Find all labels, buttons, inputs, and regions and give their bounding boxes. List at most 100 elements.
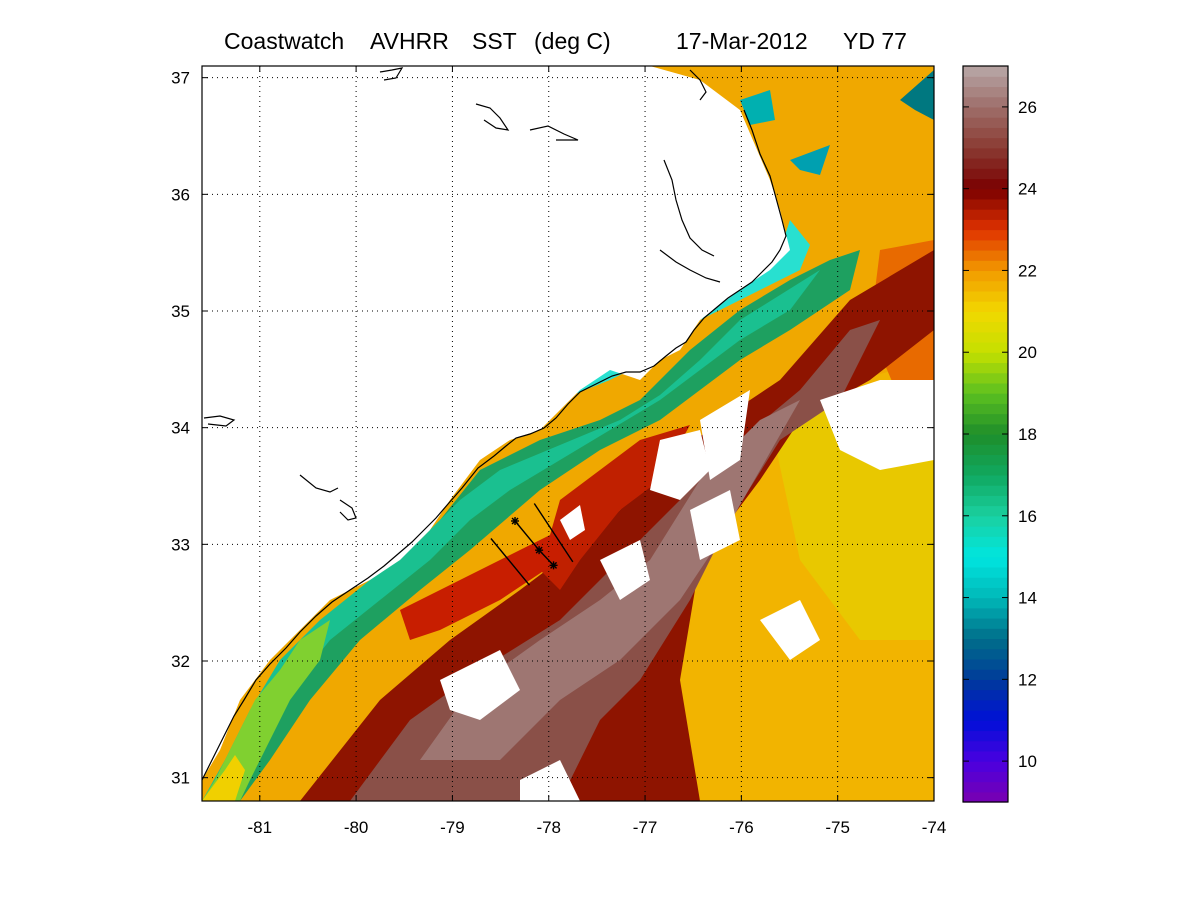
georgia-shelf-green <box>202 620 330 801</box>
title-yearday: YD 77 <box>843 28 907 54</box>
colorbar-swatch <box>963 618 1008 629</box>
colorbar-swatch <box>963 96 1008 108</box>
cruise-line-b <box>533 503 574 563</box>
colorbar-swatch <box>963 628 1008 640</box>
colorbar-swatch <box>963 607 1008 619</box>
gulf-stream-red-edge <box>540 425 690 590</box>
colorbar-swatch <box>963 76 1008 88</box>
sst-field <box>202 66 934 801</box>
colorbar-swatch <box>963 505 1008 517</box>
colorbar-swatches <box>963 66 1008 803</box>
longitude-axis: -81 -80 -79 -78 -77 -76 -75 -74 <box>248 66 947 837</box>
colorbar-swatch <box>963 699 1008 711</box>
colorbar-swatch <box>963 740 1008 752</box>
colorbar-swatch <box>963 362 1008 374</box>
colorbar-tick-label: 26 <box>1018 98 1037 117</box>
colorbar-swatch <box>963 771 1008 783</box>
colorbar-swatch <box>963 86 1008 98</box>
colorbar-swatch <box>963 413 1008 425</box>
colorbar-swatch <box>963 342 1008 353</box>
colorbar-swatch <box>963 587 1008 599</box>
lat-tick-label: 33 <box>171 535 190 554</box>
title-units: (deg C) <box>534 28 611 54</box>
colorbar-swatch <box>963 658 1008 670</box>
colorbar-swatch <box>963 331 1008 343</box>
colorbar-swatch <box>963 382 1008 394</box>
colorbar-swatch <box>963 638 1008 650</box>
colorbar-swatch <box>963 301 1008 312</box>
colorbar-swatch <box>963 750 1008 762</box>
lon-tick-label: -79 <box>440 818 465 837</box>
lat-tick-label: 36 <box>171 185 190 204</box>
station-marker <box>549 561 558 570</box>
colorbar-swatch <box>963 526 1008 537</box>
shelf-water <box>202 250 860 801</box>
cloud-mask <box>440 380 934 801</box>
gulf-stream-warmest <box>420 400 800 760</box>
title-date: 17-Mar-2012 <box>676 28 808 54</box>
southern-yellow <box>202 755 245 801</box>
colorbar-swatch <box>963 781 1008 793</box>
colorbar-swatch <box>963 423 1008 435</box>
station-marker <box>511 517 520 525</box>
colorbar-swatch <box>963 219 1008 231</box>
colorbar-swatch <box>963 515 1008 527</box>
colorbar-swatch <box>963 730 1008 742</box>
lon-tick-label: -74 <box>922 818 947 837</box>
colorbar-tick-label: 20 <box>1018 343 1037 362</box>
lon-tick-label: -78 <box>536 818 561 837</box>
colorbar-swatch <box>963 495 1008 507</box>
colorbar-swatch <box>963 239 1008 251</box>
colorbar-swatch <box>963 321 1008 333</box>
plot-frame <box>201 65 935 802</box>
colorbar-tick-label: 22 <box>1018 261 1037 280</box>
colorbar-tick-label: 14 <box>1018 589 1037 608</box>
colorbar-swatch <box>963 444 1008 456</box>
gulf-stream-core <box>300 250 934 801</box>
colorbar-swatch <box>963 352 1008 364</box>
northern-cold-patch <box>900 70 934 120</box>
latitude-axis: 31 32 33 34 35 36 37 <box>171 69 934 788</box>
colorbar-swatch <box>963 250 1008 261</box>
northern-cold-patch-2 <box>790 145 830 175</box>
colorbar-swatch <box>963 434 1008 445</box>
title-product: SST <box>472 28 517 54</box>
colorbar-swatch <box>963 454 1008 466</box>
lon-tick-label: -76 <box>729 818 754 837</box>
land-mass <box>202 66 790 780</box>
colorbar-swatch <box>963 311 1008 323</box>
colorbar-swatch <box>963 393 1008 404</box>
northern-cold-patch-3 <box>740 90 775 125</box>
grid-lines <box>202 66 935 801</box>
colorbar-swatch <box>963 791 1008 803</box>
colorbar-swatch <box>963 229 1008 241</box>
station-marker <box>535 546 544 555</box>
colorbar-swatch <box>963 536 1008 548</box>
lat-tick-label: 35 <box>171 302 190 321</box>
colorbar-tick-label: 16 <box>1018 507 1037 526</box>
colorbar-tick-label: 12 <box>1018 670 1037 689</box>
colorbar-swatch <box>963 260 1008 272</box>
colorbar-tick-label: 24 <box>1018 180 1037 199</box>
shelf-break-front <box>400 530 560 640</box>
title-bar: Coastwatch AVHRR SST (deg C) 17-Mar-2012… <box>0 28 1200 58</box>
colorbar-swatch <box>963 566 1008 578</box>
colorbar-swatch <box>963 710 1008 721</box>
colorbar-swatch <box>963 485 1008 496</box>
colorbar-tick-label: 18 <box>1018 425 1037 444</box>
colorbar-swatch <box>963 597 1008 609</box>
lat-tick-label: 32 <box>171 652 190 671</box>
colorbar-swatch <box>963 403 1008 415</box>
colorbar-swatch <box>963 209 1008 220</box>
colorbar-swatch <box>963 188 1008 200</box>
colorbar-swatch <box>963 577 1008 588</box>
lat-tick-label: 34 <box>171 419 190 438</box>
title-source: Coastwatch <box>224 28 345 54</box>
colorbar-swatch <box>963 168 1008 180</box>
colorbar-swatch <box>963 198 1008 210</box>
coastline <box>202 67 787 781</box>
lon-tick-label: -77 <box>633 818 658 837</box>
colorbar-ticks: 10 12 14 16 18 20 22 24 26 <box>963 98 1037 771</box>
cruise-line-a <box>490 538 531 586</box>
